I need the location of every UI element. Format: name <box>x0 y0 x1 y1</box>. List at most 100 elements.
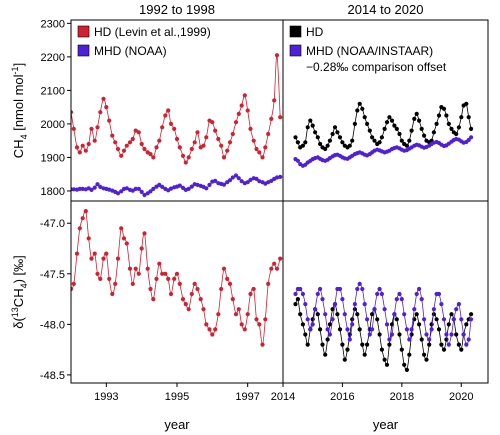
data-point <box>308 327 313 332</box>
data-point <box>330 317 335 322</box>
data-point <box>71 110 74 115</box>
data-point <box>74 251 80 256</box>
data-point <box>436 327 442 332</box>
data-point <box>357 281 362 286</box>
data-point <box>263 145 268 150</box>
data-point <box>172 126 177 131</box>
data-point <box>154 276 159 281</box>
data-point <box>446 322 451 327</box>
data-point <box>186 307 191 312</box>
data-point <box>189 146 194 152</box>
data-point <box>305 125 310 130</box>
data-point <box>266 131 271 137</box>
data-point <box>352 121 357 126</box>
data-point <box>110 133 115 138</box>
data-point <box>367 128 372 133</box>
data-point <box>441 106 447 111</box>
data-point <box>89 256 94 261</box>
data-point <box>295 297 300 302</box>
data-point <box>186 186 191 191</box>
data-point <box>439 302 444 307</box>
data-point <box>379 135 384 140</box>
data-point <box>327 322 332 327</box>
data-point <box>382 307 387 312</box>
data-point <box>318 286 323 292</box>
data-point <box>139 189 144 194</box>
data-point <box>269 266 274 271</box>
data-point <box>357 327 362 332</box>
data-point <box>257 322 262 327</box>
data-point <box>239 103 244 108</box>
data-point <box>466 337 471 342</box>
data-point <box>315 135 320 140</box>
data-point <box>236 176 241 181</box>
data-point <box>189 184 194 189</box>
data-point <box>92 185 97 190</box>
data-point <box>414 291 419 297</box>
data-point <box>310 322 315 327</box>
data-point <box>274 175 280 180</box>
data-point <box>269 116 274 121</box>
panel-title: 2014 to 2020 <box>348 2 424 17</box>
data-point <box>422 317 427 322</box>
data-point <box>230 175 235 180</box>
data-point <box>163 113 168 118</box>
data-point <box>77 150 82 155</box>
data-point <box>449 126 454 131</box>
legend-label: MHD (NOAA/INSTAAR) <box>306 44 433 58</box>
data-point <box>136 130 141 135</box>
data-point <box>160 271 165 276</box>
data-point <box>305 317 310 322</box>
data-point <box>345 347 350 352</box>
data-point <box>397 332 402 337</box>
data-point <box>414 312 419 317</box>
data-point <box>86 141 91 147</box>
data-point <box>332 302 338 307</box>
data-point <box>347 337 352 342</box>
data-point <box>389 332 395 337</box>
data-point <box>357 101 362 106</box>
data-point <box>192 140 197 145</box>
y-tick-label: 2100 <box>41 85 65 97</box>
data-point <box>308 118 313 123</box>
data-point <box>130 136 135 142</box>
data-point <box>107 276 112 281</box>
data-point <box>71 126 76 131</box>
data-point <box>251 138 256 143</box>
data-point <box>254 317 259 322</box>
data-point <box>417 118 422 123</box>
data-point <box>330 307 335 312</box>
legend-swatch <box>289 44 302 57</box>
data-point <box>451 317 456 322</box>
data-point <box>389 118 395 123</box>
data-point <box>397 131 402 137</box>
data-point <box>248 126 253 131</box>
data-point <box>74 145 80 150</box>
data-point <box>119 153 124 158</box>
data-point <box>115 146 121 152</box>
data-point <box>168 121 174 126</box>
data-point <box>160 125 165 130</box>
data-point <box>424 357 429 362</box>
data-point <box>365 342 370 347</box>
data-point <box>216 312 221 317</box>
data-point <box>71 187 76 192</box>
data-point <box>257 179 262 184</box>
data-point <box>446 121 451 126</box>
data-point <box>370 312 375 317</box>
data-point <box>219 143 224 148</box>
data-point <box>177 281 182 286</box>
data-point <box>320 342 325 347</box>
data-point <box>340 342 345 347</box>
data-point <box>98 110 103 115</box>
data-point <box>121 148 127 153</box>
y-tick-label: 1900 <box>41 152 65 164</box>
data-point <box>412 307 417 312</box>
data-point <box>274 266 280 271</box>
data-point <box>80 143 85 148</box>
data-point <box>409 327 414 332</box>
data-point <box>427 342 432 347</box>
data-point <box>375 291 380 297</box>
y-tick-label: 1800 <box>41 186 65 198</box>
data-point <box>174 136 180 142</box>
